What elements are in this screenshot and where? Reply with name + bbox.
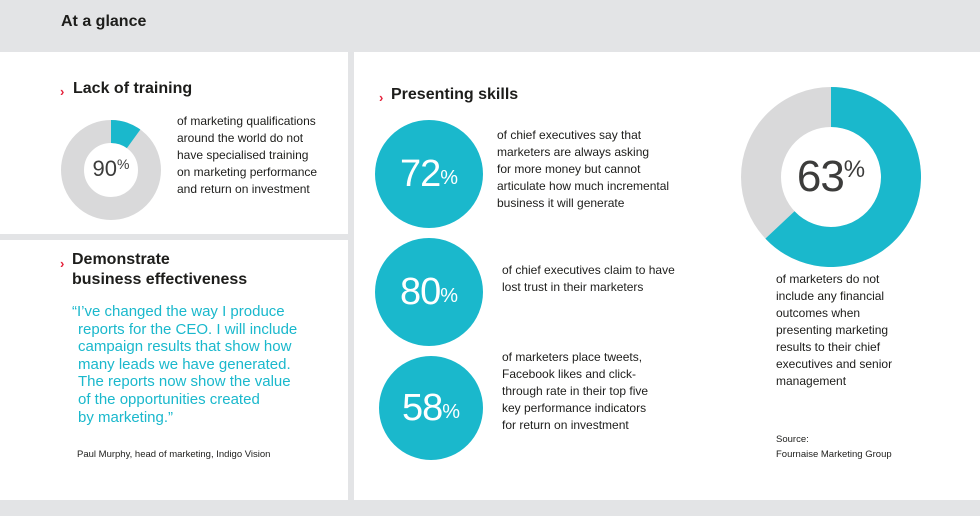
training-line: around the world do not [177,131,304,145]
stat-value: 72 [399,153,441,195]
chevron-icon: › [379,90,384,105]
stat-circle-72: 72% [375,120,483,228]
stat-line: marketers are always asking [497,145,650,159]
training-line: and return on investment [177,182,310,196]
financial-donut-segment [765,87,921,267]
stat-line: business it will generate [497,196,625,210]
financial-percent-sign: % [843,156,866,183]
training-percent-label: 90% [61,156,161,182]
quote-line: of the opportunities created [78,390,260,408]
quote-line: many leads we have generated. [78,355,291,373]
financial-line: presenting marketing [776,323,889,337]
section-title-line-2: business effectiveness [72,271,248,288]
stat-line: articulate how much incremental [497,179,670,193]
financial-description: of marketers do not include any financia… [776,271,892,390]
training-percent-sign: % [117,156,130,172]
source-block: Source: Fournaise Marketing Group [776,432,892,462]
source-name: Fournaise Marketing Group [776,449,892,460]
section-title-line-1: Demonstrate [72,251,170,268]
financial-line: results to their chief [776,340,881,354]
stat-circle-80: 80% [375,238,483,346]
financial-percent-label: 63% [741,152,921,202]
chevron-icon: › [60,256,65,271]
stat-value: 58 [401,387,443,429]
financial-donut-chart [741,87,921,267]
financial-line: management [776,374,847,388]
stat-circle-58: 58% [379,356,483,460]
training-donut-segment [110,120,141,149]
stat-description-72: of chief executives say that marketers a… [497,127,669,212]
training-donut-chart [61,120,161,220]
quote-attribution: Paul Murphy, head of marketing, Indigo V… [77,449,271,460]
section-title-lack-of-training: Lack of training [73,80,193,97]
panel-lack-of-training: › Lack of training 90% of marketing qual… [0,52,348,234]
financial-line: of marketers do not [776,272,880,286]
training-percent-value: 90 [92,156,118,181]
header-bar: At a glance [0,0,980,50]
section-title-effectiveness: Demonstrate business effectiveness [72,250,247,290]
quote-line: “I’ve changed the way I produce [72,303,285,320]
training-line: have specialised training [177,148,309,162]
financial-line: outcomes when [776,306,861,320]
chevron-icon: › [60,84,65,99]
stat-line: for return on investment [502,418,629,432]
training-line: on marketing performance [177,165,318,179]
section-title-presenting-skills: Presenting skills [391,86,519,103]
quote-line: reports for the CEO. I will include [78,320,298,338]
stat-description-58: of marketers place tweets, Facebook like… [502,349,648,434]
quote-line: by marketing.” [78,408,174,426]
stat-value: 80 [399,271,441,313]
training-line: of marketing qualifications [177,114,316,128]
stat-line: through rate in their top five [502,384,649,398]
financial-percent-value: 63 [796,152,845,201]
stat-description-80: of chief executives claim to have lost t… [502,262,675,296]
quote-block: “I’ve changed the way I produce reports … [72,303,297,426]
stat-line: for more money but cannot [497,162,641,176]
stat-line: of marketers place tweets, [502,350,643,364]
page-title: At a glance [61,13,147,30]
stat-percent-sign: % [440,167,459,189]
stat-line: of chief executives say that [497,128,642,142]
stat-line: Facebook likes and click- [502,367,637,381]
stat-percent-sign: % [440,285,459,307]
stat-percent-sign: % [442,401,461,423]
stat-line: key performance indicators [502,401,647,415]
panel-presenting-skills: › Presenting skills 72% of chief executi… [354,52,980,500]
stat-line: lost trust in their marketers [502,280,644,294]
stat-line: of chief executives claim to have [502,263,675,277]
panel-business-effectiveness: › Demonstrate business effectiveness “I’… [0,240,348,500]
quote-line: The reports now show the value [78,373,291,391]
quote-line: campaign results that show how [78,338,292,356]
training-description: of marketing qualifications around the w… [177,113,317,198]
financial-line: include any financial [776,289,885,303]
financial-line: executives and senior [776,357,893,371]
source-label: Source: [776,434,809,445]
